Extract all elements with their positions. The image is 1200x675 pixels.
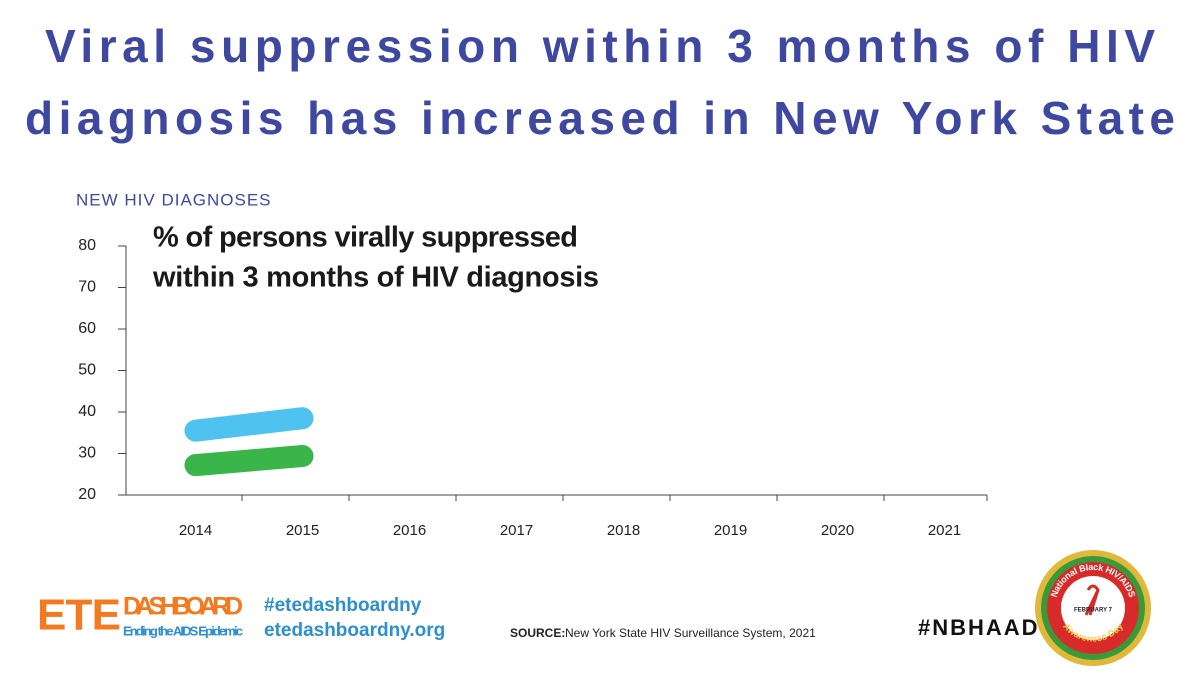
campaign: #NBHAAD (918, 615, 1040, 640)
series-line (184, 444, 314, 477)
y-tick-label: 40 (78, 403, 96, 420)
url: etedashboardny.org (264, 620, 445, 641)
footer: ETE DASHBOARD Ending the AIDS Epidemic #… (37, 550, 1151, 666)
y-tick-label: 30 (78, 445, 96, 462)
y-tick-label: 70 (78, 279, 96, 296)
source-text: New York State HIV Surveillance System, … (565, 626, 816, 640)
x-tick-label: 2021 (928, 522, 961, 539)
x-tick-label: 2020 (821, 522, 854, 539)
y-tick-label: 60 (78, 320, 96, 337)
x-tick-label: 2017 (500, 522, 533, 539)
hashtag: #etedashboardny (264, 595, 422, 616)
ribbon (1084, 584, 1100, 616)
x-tick-label: 2014 (179, 522, 212, 539)
annotation: within 3 months of HIV diagnosis (152, 262, 599, 294)
x-tick-label: 2015 (286, 522, 319, 539)
y-tick-label: 50 (78, 362, 96, 379)
badge-date: FEBRUARY 7 (1074, 608, 1113, 614)
x-tick-label: 2016 (393, 522, 426, 539)
y-tick-label: 80 (78, 237, 96, 254)
chart-subtitle: NEW HIV DIAGNOSES (76, 190, 272, 209)
logo-word: DASHBOARD (123, 593, 243, 621)
logo-main: ETE (37, 591, 121, 640)
title-line: Viral suppression within 3 months of HIV (45, 20, 1155, 72)
series-line (184, 407, 314, 442)
title-line: diagnosis has increased in New York Stat… (25, 92, 1175, 144)
logo-tagline: Ending the AIDS Epidemic (123, 623, 243, 638)
x-tick-label: 2019 (714, 522, 747, 539)
source-label: SOURCE: (510, 626, 565, 640)
x-tick-label: 2018 (607, 522, 640, 539)
y-tick-label: 20 (78, 486, 96, 503)
annotation: % of persons virally suppressed (153, 222, 578, 254)
